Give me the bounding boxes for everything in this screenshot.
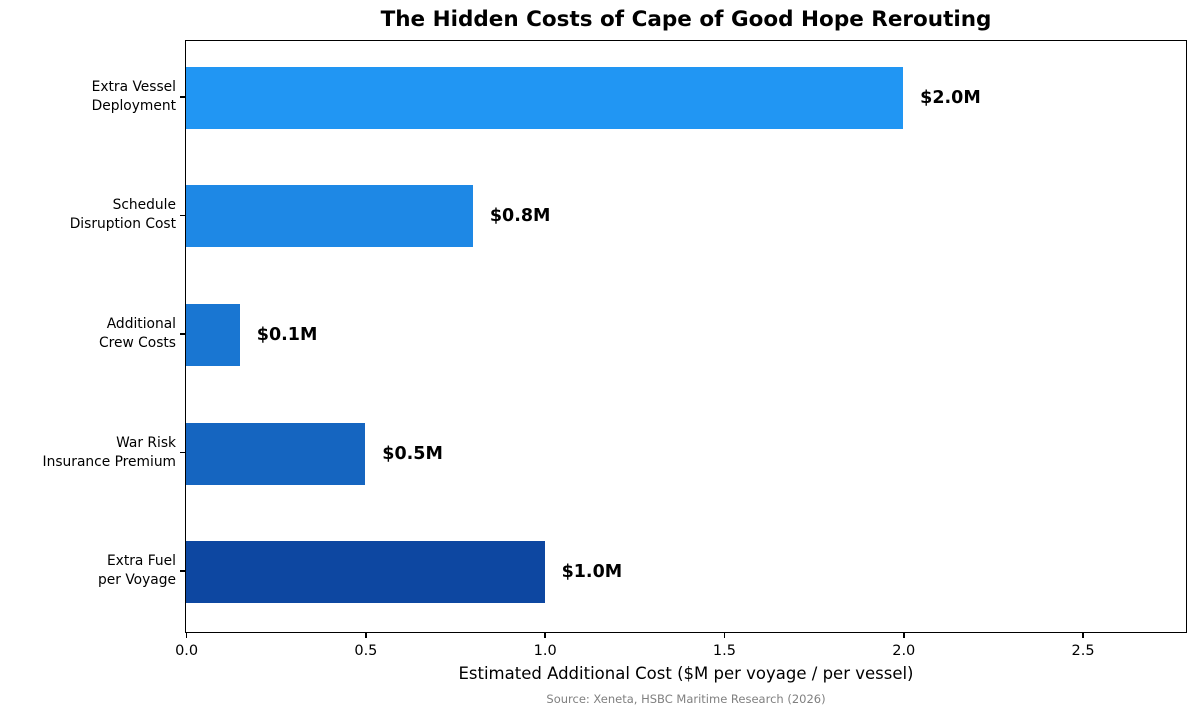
bar-value-label: $0.8M [489,206,551,227]
y-axis-label: Schedule Disruption Cost [4,196,176,234]
x-tick-label: 0.0 [175,643,199,659]
y-axis-label-line: Deployment [91,97,176,114]
bar [186,422,366,485]
x-tick-mark [544,633,546,638]
y-axis-label-line: Extra Vessel [91,78,176,95]
y-tick-mark [180,451,185,454]
y-axis-label: Extra Fuel per Voyage [4,552,176,590]
x-tick-mark [1082,633,1084,638]
y-axis-label: Extra Vessel Deployment [4,78,176,116]
y-axis-label-line: Disruption Cost [69,216,176,233]
y-axis-label-line: Crew Costs [98,335,176,351]
bar [186,541,545,604]
source-note: Source: Xeneta, HSBC Maritime Research (… [546,692,826,706]
y-tick-mark [180,96,185,98]
x-tick-label: 1.0 [533,643,557,659]
x-tick-mark [902,633,905,638]
x-tick-mark [185,633,188,638]
x-tick-mark [723,633,726,638]
y-tick-mark [180,214,185,217]
y-axis-label-line: Additional [106,316,176,332]
bar [186,185,473,248]
bar [186,304,240,366]
bar [186,66,904,129]
x-tick-mark [365,633,367,638]
x-tick-label: 2.0 [892,643,916,659]
y-axis-label: War Risk Insurance Premium [4,434,176,472]
bar-value-label: $1.0M [561,562,623,583]
x-tick-label: 1.5 [712,643,736,659]
x-axis-title: Estimated Additional Cost ($M per voyage… [458,664,914,683]
x-tick-label: 2.5 [1071,643,1095,659]
y-axis-label-line: Extra Fuel [106,553,176,570]
y-tick-mark [180,333,185,335]
y-axis-label-line: Insurance Premium [42,453,176,470]
chart-plot-area: $2.0M $0.8M $0.1M $0.5M $1.0M [185,40,1187,633]
bar-value-label: $0.5M [382,443,443,464]
y-axis-label-line: War Risk [116,434,176,451]
y-axis-label-line: per Voyage [98,572,176,589]
bar-value-label: $2.0M [920,87,981,108]
y-axis-label-line: Schedule [112,197,176,214]
bar-value-label: $0.1M [256,325,318,345]
chart-title: The Hidden Costs of Cape of Good Hope Re… [380,7,992,32]
x-tick-label: 0.5 [354,643,378,659]
y-axis-label: Additional Crew Costs [4,315,176,353]
y-tick-mark [180,570,185,572]
